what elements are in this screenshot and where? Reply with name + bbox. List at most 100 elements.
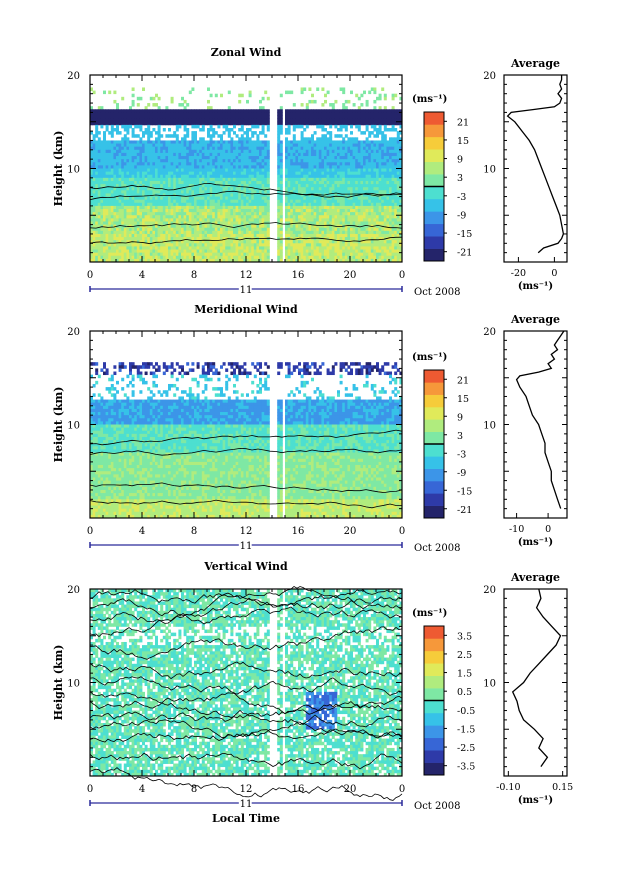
heatmap-cell bbox=[399, 143, 403, 148]
heatmap-cell bbox=[238, 237, 242, 241]
heatmap-cell bbox=[279, 177, 283, 182]
heatmap-cell bbox=[217, 159, 221, 163]
heatmap-cell bbox=[238, 193, 242, 197]
heatmap-cell bbox=[342, 209, 346, 213]
heatmap-cell bbox=[113, 177, 117, 182]
heatmap-cell bbox=[110, 233, 114, 238]
heatmap-cell bbox=[126, 127, 130, 132]
heatmap-cell bbox=[277, 184, 281, 188]
heatmap-cell bbox=[207, 149, 210, 154]
heatmap-cell bbox=[181, 227, 184, 232]
heatmap-cell bbox=[305, 218, 309, 222]
heatmap-cell bbox=[118, 171, 122, 176]
heatmap-cell bbox=[344, 165, 348, 169]
heatmap-cell bbox=[196, 227, 200, 232]
heatmap-cell bbox=[329, 149, 333, 154]
heatmap-cell bbox=[383, 152, 387, 157]
heatmap-cell bbox=[183, 187, 187, 191]
heatmap-cell bbox=[123, 109, 127, 113]
heatmap-cell bbox=[121, 221, 125, 225]
heatmap-cell bbox=[235, 162, 239, 166]
heatmap-cell bbox=[227, 121, 231, 126]
heatmap-cell bbox=[105, 152, 109, 157]
heatmap-cell bbox=[230, 230, 234, 235]
heatmap-cell bbox=[365, 174, 369, 179]
heatmap-cell bbox=[214, 196, 218, 201]
heatmap-cell bbox=[373, 212, 377, 216]
heatmap-cell bbox=[321, 134, 325, 138]
heatmap-cell bbox=[126, 146, 130, 151]
heatmap-cell bbox=[347, 212, 351, 216]
heatmap-cell bbox=[261, 96, 265, 101]
heatmap-cell bbox=[399, 112, 403, 116]
heatmap-cell bbox=[389, 227, 392, 232]
heatmap-cell bbox=[139, 149, 143, 154]
heatmap-cell bbox=[240, 140, 244, 144]
heatmap-cell bbox=[256, 156, 260, 160]
heatmap-cell bbox=[103, 134, 106, 138]
heatmap-cell bbox=[108, 109, 112, 113]
heatmap-cell bbox=[92, 90, 96, 95]
heatmap-cell bbox=[303, 246, 307, 250]
heatmap-cell bbox=[383, 124, 387, 129]
heatmap-cell bbox=[97, 187, 101, 191]
heatmap-cell bbox=[188, 224, 192, 229]
heatmap-cell bbox=[207, 184, 210, 188]
heatmap-cell bbox=[97, 171, 101, 176]
heatmap-cell bbox=[220, 184, 223, 188]
heatmap-cell bbox=[321, 174, 325, 179]
heatmap-cell bbox=[285, 149, 288, 154]
heatmap-cell bbox=[230, 137, 234, 141]
heatmap-cell bbox=[157, 156, 161, 160]
heatmap-cell bbox=[365, 193, 369, 197]
heatmap-cell bbox=[396, 233, 400, 238]
heatmap-cell bbox=[222, 177, 226, 182]
heatmap-cell bbox=[324, 93, 327, 98]
heatmap-cell bbox=[376, 199, 379, 204]
heatmap-cell bbox=[342, 87, 346, 91]
heatmap-cell bbox=[251, 196, 255, 201]
heatmap-cell bbox=[370, 237, 374, 241]
heatmap-cell bbox=[149, 202, 153, 207]
heatmap-cell bbox=[113, 162, 117, 166]
heatmap-cell bbox=[292, 230, 296, 235]
heatmap-cell bbox=[277, 233, 281, 238]
heatmap-cell bbox=[277, 131, 281, 135]
heatmap-cell bbox=[394, 159, 398, 163]
heatmap-cell bbox=[113, 143, 117, 148]
heatmap-cell bbox=[368, 168, 372, 173]
heatmap-cell bbox=[305, 109, 309, 113]
heatmap-cell bbox=[142, 121, 145, 126]
heatmap-cell bbox=[386, 212, 390, 216]
heatmap-cell bbox=[108, 221, 112, 225]
heatmap-cell bbox=[188, 109, 192, 113]
heatmap-cell bbox=[313, 99, 317, 104]
heatmap-cell bbox=[251, 159, 255, 163]
heatmap-cell bbox=[303, 146, 307, 151]
heatmap-cell bbox=[103, 209, 106, 213]
heatmap-cell bbox=[199, 174, 203, 179]
heatmap-cell bbox=[188, 237, 192, 241]
heatmap-cell bbox=[290, 218, 294, 222]
heatmap-cell bbox=[217, 168, 221, 173]
heatmap-cell bbox=[240, 115, 244, 120]
heatmap-cell bbox=[194, 224, 197, 229]
heatmap-cell bbox=[131, 243, 135, 247]
heatmap-cell bbox=[95, 146, 99, 151]
heatmap-cell bbox=[373, 199, 377, 204]
heatmap-cell bbox=[227, 156, 231, 160]
heatmap-cell bbox=[238, 115, 242, 120]
heatmap-cell bbox=[147, 143, 151, 148]
heatmap-cell bbox=[191, 202, 195, 207]
heatmap-cell bbox=[199, 143, 203, 148]
heatmap-cell bbox=[240, 240, 244, 244]
heatmap-cell bbox=[370, 149, 374, 154]
heatmap-cell bbox=[396, 202, 400, 207]
heatmap-cell bbox=[149, 199, 153, 204]
heatmap-cell bbox=[165, 115, 169, 120]
heatmap-cell bbox=[339, 193, 343, 197]
heatmap-cell bbox=[292, 246, 296, 250]
heatmap-cell bbox=[355, 143, 359, 148]
heatmap-cell bbox=[227, 193, 231, 197]
